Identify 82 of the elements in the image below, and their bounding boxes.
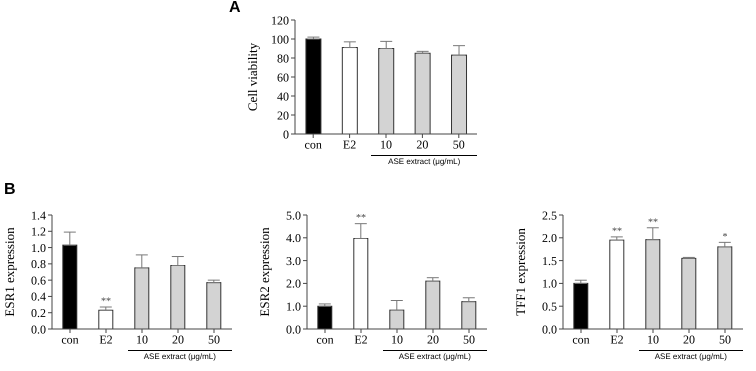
y-axis-title: Cell viability (245, 42, 260, 112)
y-tick-label: 0.0 (542, 322, 557, 336)
y-tick-label: 1.0 (286, 299, 301, 314)
data-label: * (722, 231, 728, 242)
bar (414, 52, 431, 134)
x-tick-label: 20 (683, 332, 695, 347)
bar (461, 301, 476, 329)
x-tick-label: E2 (99, 332, 113, 347)
x-tick-label: E2 (354, 332, 368, 347)
x-tick-label: 50 (719, 332, 731, 347)
data-label: ** (612, 226, 622, 237)
y-tick-label: 1.5 (542, 254, 557, 268)
bar (609, 240, 624, 329)
y-tick-label: 80 (277, 51, 289, 66)
x-tick-label: 50 (463, 332, 475, 347)
bar (425, 280, 440, 329)
y-axis-title: ESR1 expression (2, 226, 17, 317)
bar (62, 244, 78, 329)
y-tick-label: 0.6 (31, 273, 46, 288)
y-tick-label: 20 (277, 108, 289, 122)
bar (389, 310, 404, 329)
y-tick-label: 100 (271, 32, 289, 46)
y-tick-label: 0.8 (31, 257, 46, 272)
x-tick-label: 10 (380, 138, 392, 152)
x-axis-title: ASE extract (μg/mL) (638, 350, 743, 363)
y-tick-label: 0 (283, 127, 289, 142)
x-tick-label: con (316, 332, 334, 347)
bar (645, 239, 660, 329)
bar (681, 258, 696, 329)
x-tick-label: 20 (427, 332, 439, 347)
bar (134, 267, 150, 329)
x-tick-label: 20 (172, 332, 184, 347)
x-tick-label: 10 (647, 332, 659, 347)
y-tick-label: 0.4 (31, 290, 46, 304)
y-tick-label: 4.0 (286, 231, 301, 246)
bar (573, 282, 588, 329)
data-label: ** (101, 296, 111, 308)
x-tick-label: 10 (136, 332, 148, 347)
bar (451, 54, 468, 134)
y-tick-label: 1.0 (542, 276, 557, 291)
bar (717, 246, 732, 329)
y-tick-label: 3.0 (286, 254, 301, 268)
x-axis-title: ASE extract (μg/mL) (128, 350, 232, 363)
x-tick-label: con (61, 332, 79, 347)
y-tick-label: 40 (277, 89, 289, 104)
x-tick-label: E2 (342, 138, 356, 152)
y-tick-label: 60 (277, 70, 289, 84)
y-tick-label: 1.0 (31, 240, 46, 255)
x-axis-title: ASE extract (μg/mL) (382, 350, 487, 363)
x-tick-label: 20 (416, 138, 428, 152)
y-axis-title: TFF1 expression (513, 228, 528, 316)
y-tick-label: 0.0 (286, 322, 301, 336)
x-tick-label: 10 (391, 332, 403, 347)
bar (305, 38, 322, 134)
bar (342, 47, 358, 134)
y-axis-title: ESR2 expression (257, 226, 272, 317)
x-tick-label: con (572, 332, 590, 347)
x-tick-label: 50 (452, 138, 465, 152)
chart-title: A (229, 0, 241, 16)
bar (206, 282, 222, 329)
y-tick-label: 2.5 (542, 208, 557, 222)
y-tick-label: 0.5 (542, 299, 557, 314)
y-tick-label: 0.0 (31, 322, 46, 336)
y-tick-label: 120 (271, 13, 289, 28)
bar (353, 238, 368, 329)
bar (98, 310, 114, 329)
y-tick-label: 1.4 (31, 208, 46, 222)
x-tick-label: 50 (208, 332, 220, 347)
chart-title: B (4, 181, 16, 198)
y-tick-label: 2.0 (286, 276, 301, 291)
y-tick-label: 5.0 (286, 208, 301, 222)
x-tick-label: con (304, 138, 322, 152)
data-label: ** (356, 212, 366, 224)
bar (317, 306, 332, 329)
x-tick-label: E2 (610, 332, 624, 347)
y-tick-label: 0.2 (31, 306, 46, 320)
data-label: ** (648, 216, 658, 228)
y-tick-label: 1.2 (31, 224, 46, 239)
bar (378, 48, 394, 134)
x-axis-title: ASE extract (μg/mL) (371, 155, 477, 168)
y-tick-label: 2.0 (542, 231, 557, 246)
bar (170, 264, 186, 329)
